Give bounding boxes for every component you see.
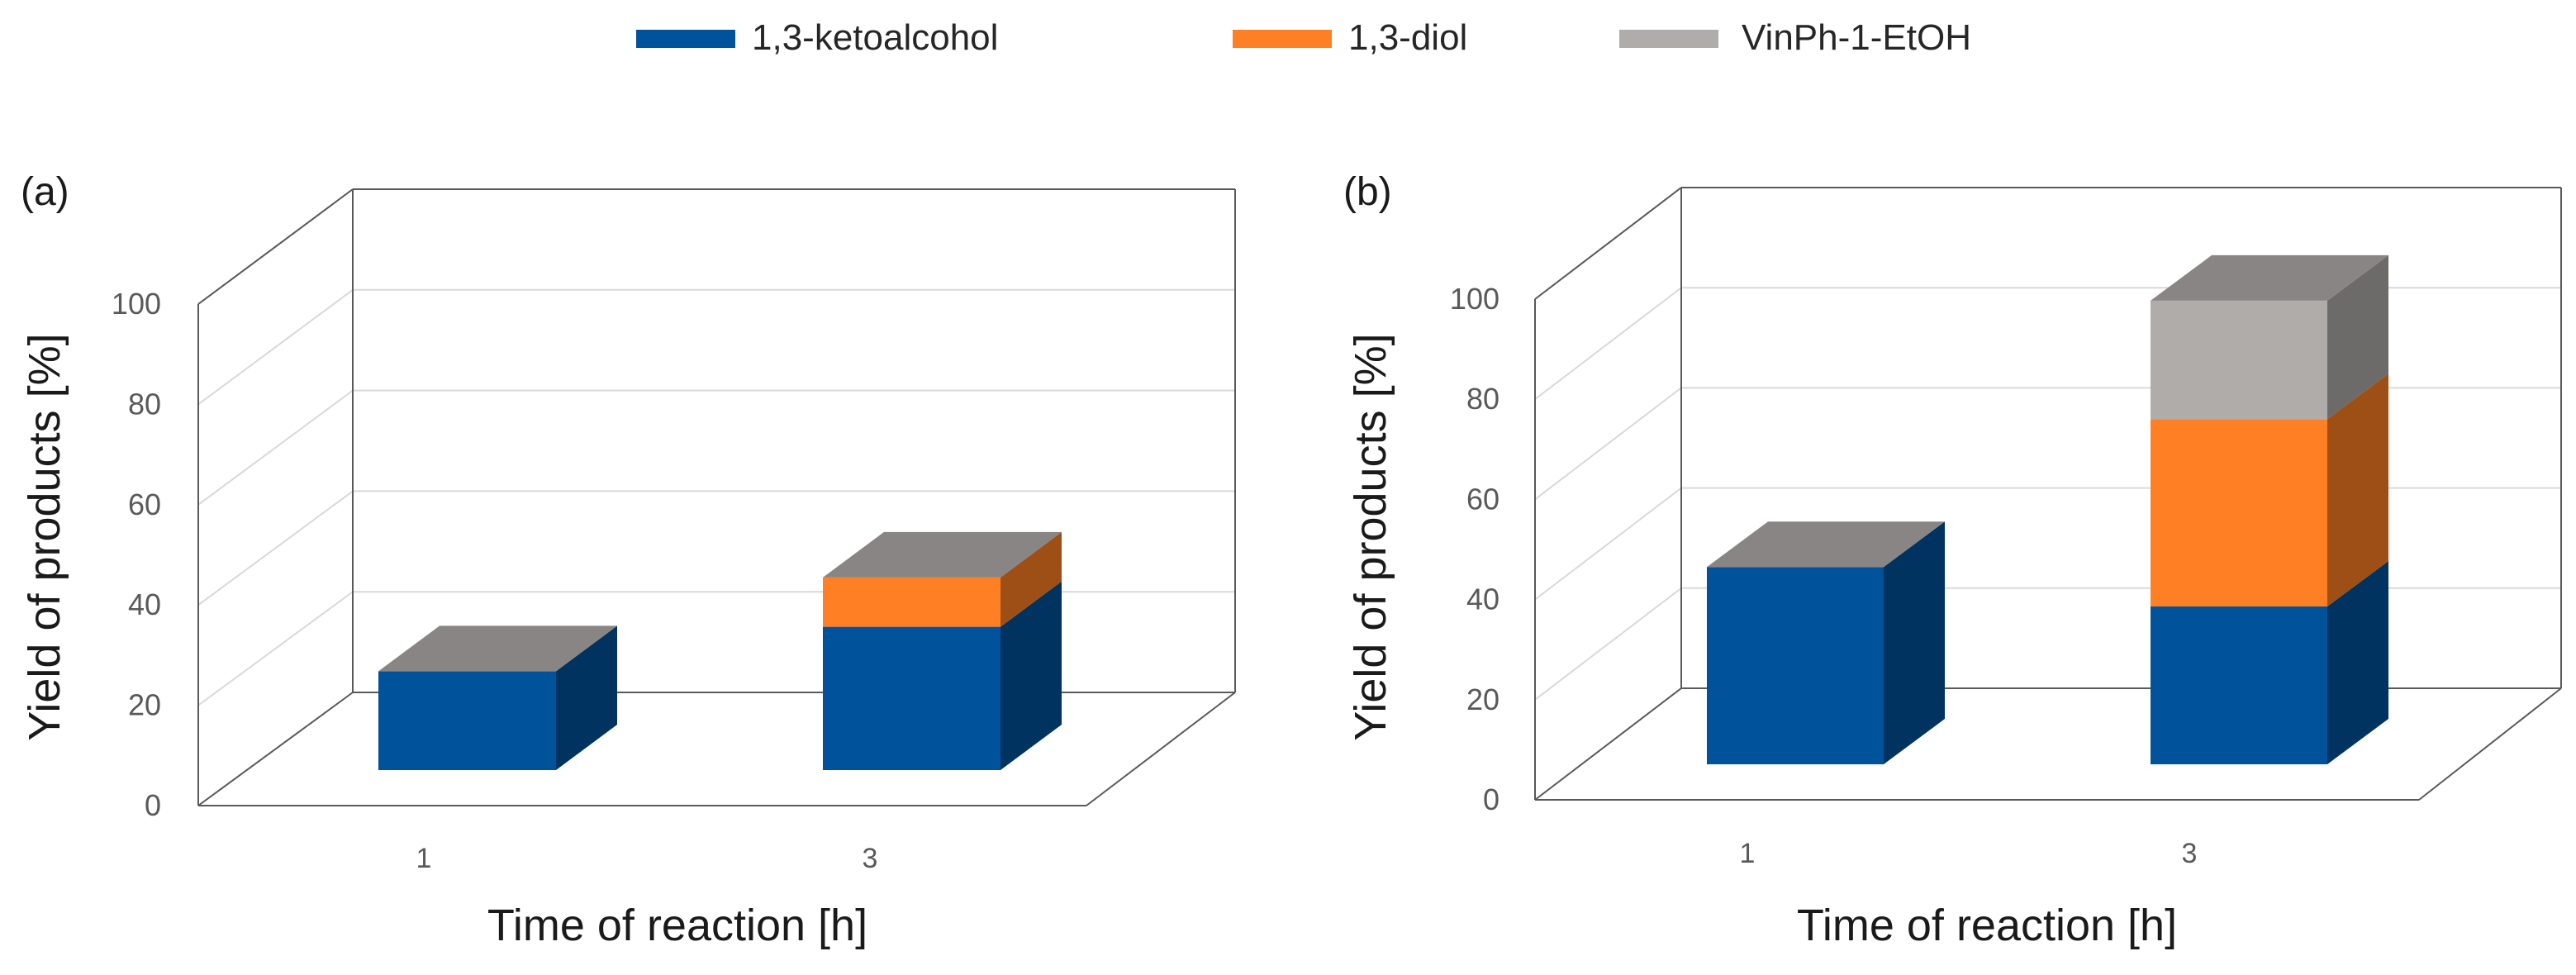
legend: 1,3-ketoalcohol 1,3-diol VinPh-1-EtOH [636,17,1971,58]
bar-cat1-1-3-ketoalcohol-top [1707,521,1945,568]
legend-swatch-diol [1233,30,1332,48]
floor-left-edge [197,692,354,806]
legend-label-ketoalcohol: 1,3-ketoalcohol [752,17,998,58]
bar-cat3-vinph-1-etoh-front [2151,300,2327,420]
y-tick-label: 80 [1466,382,1499,416]
chart-panel-a: 0 20 40 60 80 100 1 3 (a) Time of reaction [h] Yie… [20,170,1236,950]
back-wall-frame [352,189,1235,693]
gridline [1534,187,2561,300]
y-tick-label: 60 [128,488,161,521]
y-tick-label: 20 [1466,682,1499,716]
bar-cat3-1-3-ketoalcohol-front [823,626,1000,770]
bar-cat3-1-3-diol-front [2151,419,2327,606]
bar-cat3-1-3-diol-side [2327,373,2388,606]
chart-panel-b: 0 20 40 60 80 100 1 3 (b) Time of reaction [h] Yie… [1343,170,2562,950]
bar-cat1-1-3-ketoalcohol-side [556,625,617,770]
bar-cat3-vinph-1-etoh-top [2151,254,2388,301]
floor-right-edge [2418,687,2562,801]
legend-swatch-ketoalcohol [636,30,735,48]
y-tick-label: 0 [145,788,161,822]
bar-cat1-1-3-ketoalcohol-top [378,625,617,672]
bar-cat3-1-3-ketoalcohol-front [2151,606,2327,764]
y-tick-label: 40 [1466,583,1499,616]
y-tick-label: 20 [128,688,161,722]
bar-cat3-1-3-diol-front [823,577,1000,627]
gridline [1534,487,2561,601]
gridline [197,490,1235,606]
x-category-label: 1 [1740,838,1756,869]
legend-label-vinph: VinPh-1-EtOH [1742,17,1971,58]
bar-cat3-1-3-ketoalcohol-side [1000,581,1062,770]
side-wall-top-edge [197,188,354,305]
bar-cat3-1-3-diol-top [823,531,1062,578]
legend-label-diol: 1,3-diol [1348,17,1467,58]
x-category-label: 3 [2182,838,2198,869]
floor-left-edge [1534,687,1682,801]
y-tick-label: 40 [128,587,161,621]
y-tick-label: 80 [128,387,161,421]
y-axis-title: Yield of products [%] [20,333,69,740]
gridline [1534,287,2561,400]
x-category-label: 1 [416,843,432,874]
gridline [197,591,1235,706]
x-axis-title: Time of reaction [h] [1797,901,2177,950]
bar-cat3-1-3-diol-side [1000,531,1062,627]
bar-cat3-1-3-ketoalcohol-side [2327,560,2388,764]
gridline [197,188,1235,305]
panel-label-b: (b) [1343,170,1392,214]
y-tick-label: 100 [1450,282,1499,316]
bar-cat3-vinph-1-etoh-side [2327,254,2388,420]
y-axis-title: Yield of products [%] [1346,333,1395,740]
y-tick-label: 60 [1466,482,1499,516]
x-category-label: 3 [863,843,878,874]
gridline [1534,587,2561,701]
bar-cat1-1-3-ketoalcohol-front [378,671,556,770]
panel-label-a: (a) [21,170,69,214]
floor-right-edge [1086,692,1236,806]
legend-swatch-vinph [1619,30,1718,48]
side-wall-top-edge [1534,187,1682,300]
gridline [197,288,1235,406]
x-axis-title: Time of reaction [h] [487,901,867,950]
gridline [1534,387,2561,501]
bar-cat1-1-3-ketoalcohol-front [1707,567,1884,764]
y-tick-label: 0 [1483,782,1499,816]
bar-cat1-1-3-ketoalcohol-side [1884,521,1945,764]
gridline [197,389,1235,506]
y-tick-label: 100 [112,287,161,321]
